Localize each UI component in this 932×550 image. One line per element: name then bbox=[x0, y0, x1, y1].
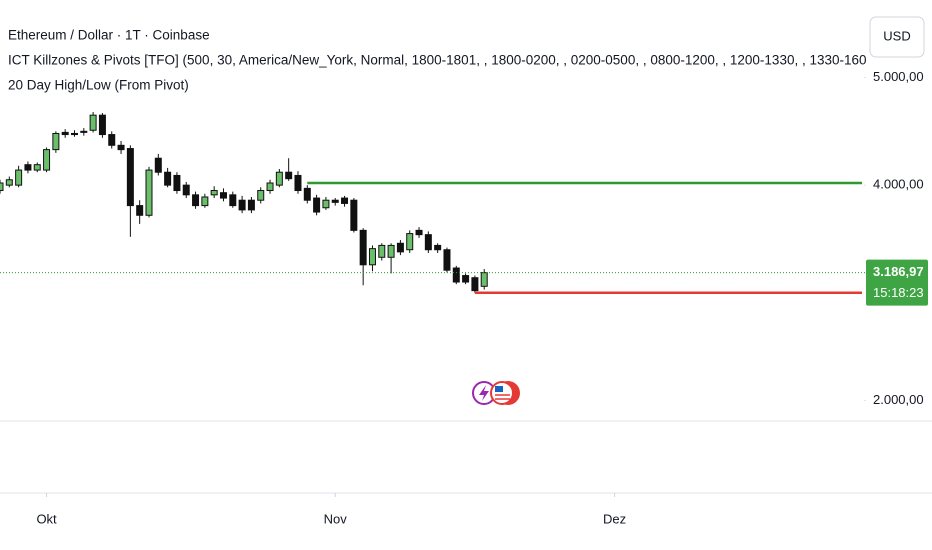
candle-body bbox=[471, 277, 479, 292]
indicator-legend: 20 Day High/Low (From Pivot) bbox=[8, 78, 189, 93]
candle-body bbox=[303, 187, 311, 201]
icon bbox=[490, 381, 514, 405]
candle-body bbox=[359, 229, 367, 266]
candle-body bbox=[192, 194, 200, 207]
candle-body bbox=[480, 272, 488, 287]
candle-body bbox=[136, 205, 144, 216]
candle-body bbox=[368, 248, 376, 266]
candle-body bbox=[33, 164, 41, 171]
candle-body bbox=[350, 199, 358, 231]
candle-body bbox=[52, 132, 60, 151]
candle-body bbox=[145, 169, 153, 216]
x-tick-label: Dez bbox=[603, 511, 626, 526]
candle-body bbox=[415, 229, 423, 236]
candle-body bbox=[294, 174, 302, 192]
currency-label[interactable]: USD bbox=[883, 28, 910, 43]
indicator-legend: ICT Killzones & Pivots [TFO] (500, 30, A… bbox=[8, 53, 919, 68]
candle-body bbox=[210, 190, 218, 196]
candle-body bbox=[285, 171, 293, 180]
candle-body bbox=[98, 114, 106, 136]
candle-body bbox=[5, 179, 13, 186]
candle-body bbox=[238, 199, 246, 211]
candle-body bbox=[434, 244, 442, 251]
candle-body bbox=[313, 197, 321, 213]
y-tick-label: 5.000,00 bbox=[873, 69, 924, 84]
candle-body bbox=[247, 199, 255, 211]
candle-body bbox=[406, 233, 414, 251]
candle-body bbox=[229, 194, 237, 207]
candle-body bbox=[396, 242, 404, 253]
candle-body bbox=[443, 249, 451, 271]
countdown-label: 15:18:23 bbox=[873, 285, 924, 300]
y-tick-label: 4.000,00 bbox=[873, 177, 924, 192]
y-tick-label: 2.000,00 bbox=[873, 392, 924, 407]
candle-body bbox=[24, 164, 32, 171]
last-price-label: 3.186,97 bbox=[873, 264, 924, 279]
chart-title: Ethereum / Dollar · 1T · Coinbase bbox=[8, 28, 210, 43]
x-tick-label: Okt bbox=[36, 511, 57, 526]
currency-button[interactable] bbox=[869, 16, 925, 58]
candle-body bbox=[424, 234, 432, 251]
candle-body bbox=[182, 184, 190, 196]
candle-body bbox=[266, 182, 274, 192]
icon bbox=[495, 386, 503, 392]
candle-body bbox=[201, 196, 209, 207]
candle-body bbox=[126, 148, 134, 207]
candle-body bbox=[154, 157, 162, 173]
event-icons[interactable] bbox=[472, 381, 520, 405]
candle-body bbox=[341, 197, 349, 204]
candle-body bbox=[80, 130, 88, 133]
candle-body bbox=[257, 190, 265, 201]
candle-body bbox=[331, 199, 339, 203]
candle-body bbox=[173, 174, 181, 192]
candle-body bbox=[322, 199, 330, 209]
candle-body bbox=[43, 149, 51, 171]
candle-body bbox=[89, 114, 97, 131]
candle-body bbox=[61, 131, 69, 136]
candle-body bbox=[0, 182, 4, 192]
last-price-box bbox=[866, 259, 928, 306]
candle-body bbox=[15, 169, 23, 186]
candle-body bbox=[70, 132, 78, 136]
candle-body bbox=[452, 267, 460, 283]
candle-body bbox=[275, 171, 283, 186]
candle-body bbox=[219, 192, 227, 199]
candle-body bbox=[108, 134, 116, 146]
x-tick-label: Nov bbox=[324, 511, 348, 526]
candle-body bbox=[462, 275, 470, 283]
candle-body bbox=[164, 171, 172, 186]
candle-body bbox=[378, 244, 386, 258]
candle-body bbox=[117, 144, 125, 151]
icon bbox=[479, 385, 489, 401]
candle-body bbox=[387, 244, 395, 258]
